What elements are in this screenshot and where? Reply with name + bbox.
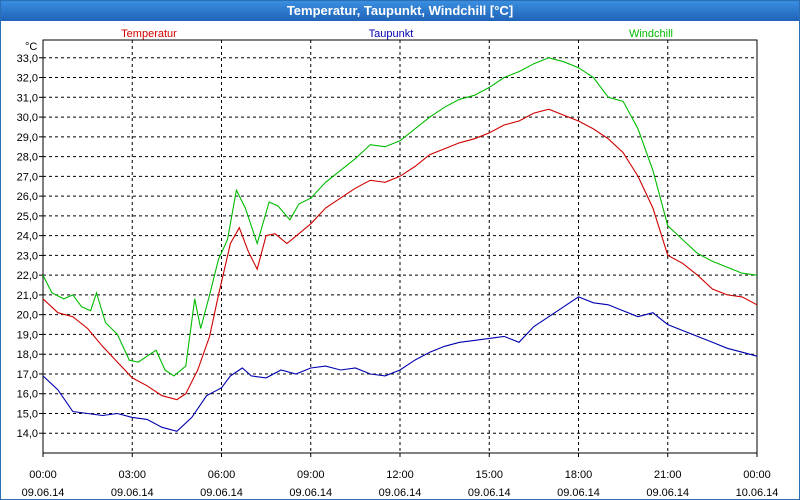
x-tick-time-label: 18:00 (565, 469, 593, 481)
y-tick-label: 31,0 (17, 92, 38, 104)
y-tick-label: 24,0 (17, 231, 38, 243)
series-lines (42, 57, 758, 432)
y-tick-label: 15,0 (17, 408, 38, 420)
chart-canvas: 14,0 15,0 16,0 17,0 18,0 19,0 20,0 21,0 22,0 23,0… (17, 28, 779, 499)
x-tick-date-label: 10.06.14 (736, 487, 779, 499)
legend-label-temperatur: Temperatur (121, 28, 177, 40)
legend-label-windchill: Windchill (629, 28, 673, 40)
y-tick-label: 18,0 (17, 349, 38, 361)
window-title: Temperatur, Taupunkt, Windchill [°C] (1, 1, 799, 21)
x-tick-date-label: 09.06.14 (111, 487, 154, 499)
y-tick-label: 14,0 (17, 428, 38, 440)
y-tick-label: 29,0 (17, 132, 38, 144)
x-tick-date-label: 09.06.14 (379, 487, 422, 499)
x-tick-date-label: 09.06.14 (289, 487, 332, 499)
series-line-temperatur (42, 108, 758, 401)
y-tick-label: 30,0 (17, 112, 38, 124)
x-tick-time-label: 21:00 (654, 469, 682, 481)
x-tick-time-label: 03:00 (118, 469, 146, 481)
y-tick-label: 27,0 (17, 171, 38, 183)
x-tick-date-label: 09.06.14 (468, 487, 511, 499)
x-tick-time-label: 00:00 (743, 469, 771, 481)
x-tick-date-label: 09.06.14 (646, 487, 689, 499)
series-line-taupunkt (42, 296, 758, 432)
y-tick-label: 19,0 (17, 329, 38, 341)
x-tick-time-label: 00:00 (29, 469, 57, 481)
x-tick-time-label: 09:00 (297, 469, 325, 481)
y-tick-label: 28,0 (17, 152, 38, 164)
legend-label-taupunkt: Taupunkt (369, 28, 414, 40)
y-tick-label: 16,0 (17, 389, 38, 401)
x-tick-time-label: 06:00 (208, 469, 236, 481)
x-tick-date-label: 09.06.14 (200, 487, 243, 499)
y-tick-label: 25,0 (17, 211, 38, 223)
y-tick-label: 21,0 (17, 290, 38, 302)
x-tick-time-label: 15:00 (475, 469, 503, 481)
x-tick-date-label: 09.06.14 (557, 487, 600, 499)
y-tick-label: 32,0 (17, 73, 38, 85)
y-tick-label: 33,0 (17, 53, 38, 65)
y-tick-label: 22,0 (17, 270, 38, 282)
y-tick-label: 17,0 (17, 369, 38, 381)
y-tick-label: 20,0 (17, 310, 38, 322)
x-tick-date-label: 09.06.14 (22, 487, 65, 499)
y-axis-label: °C (25, 41, 37, 53)
y-tick-label: 26,0 (17, 191, 38, 203)
x-tick-time-label: 12:00 (386, 469, 414, 481)
axis-labels: 14,0 15,0 16,0 17,0 18,0 19,0 20,0 21,0 22,0 23,0… (17, 41, 779, 499)
legend: Temperatur Taupunkt Windchill (121, 28, 673, 40)
y-tick-label: 23,0 (17, 250, 38, 262)
series-line-windchill (42, 57, 758, 377)
